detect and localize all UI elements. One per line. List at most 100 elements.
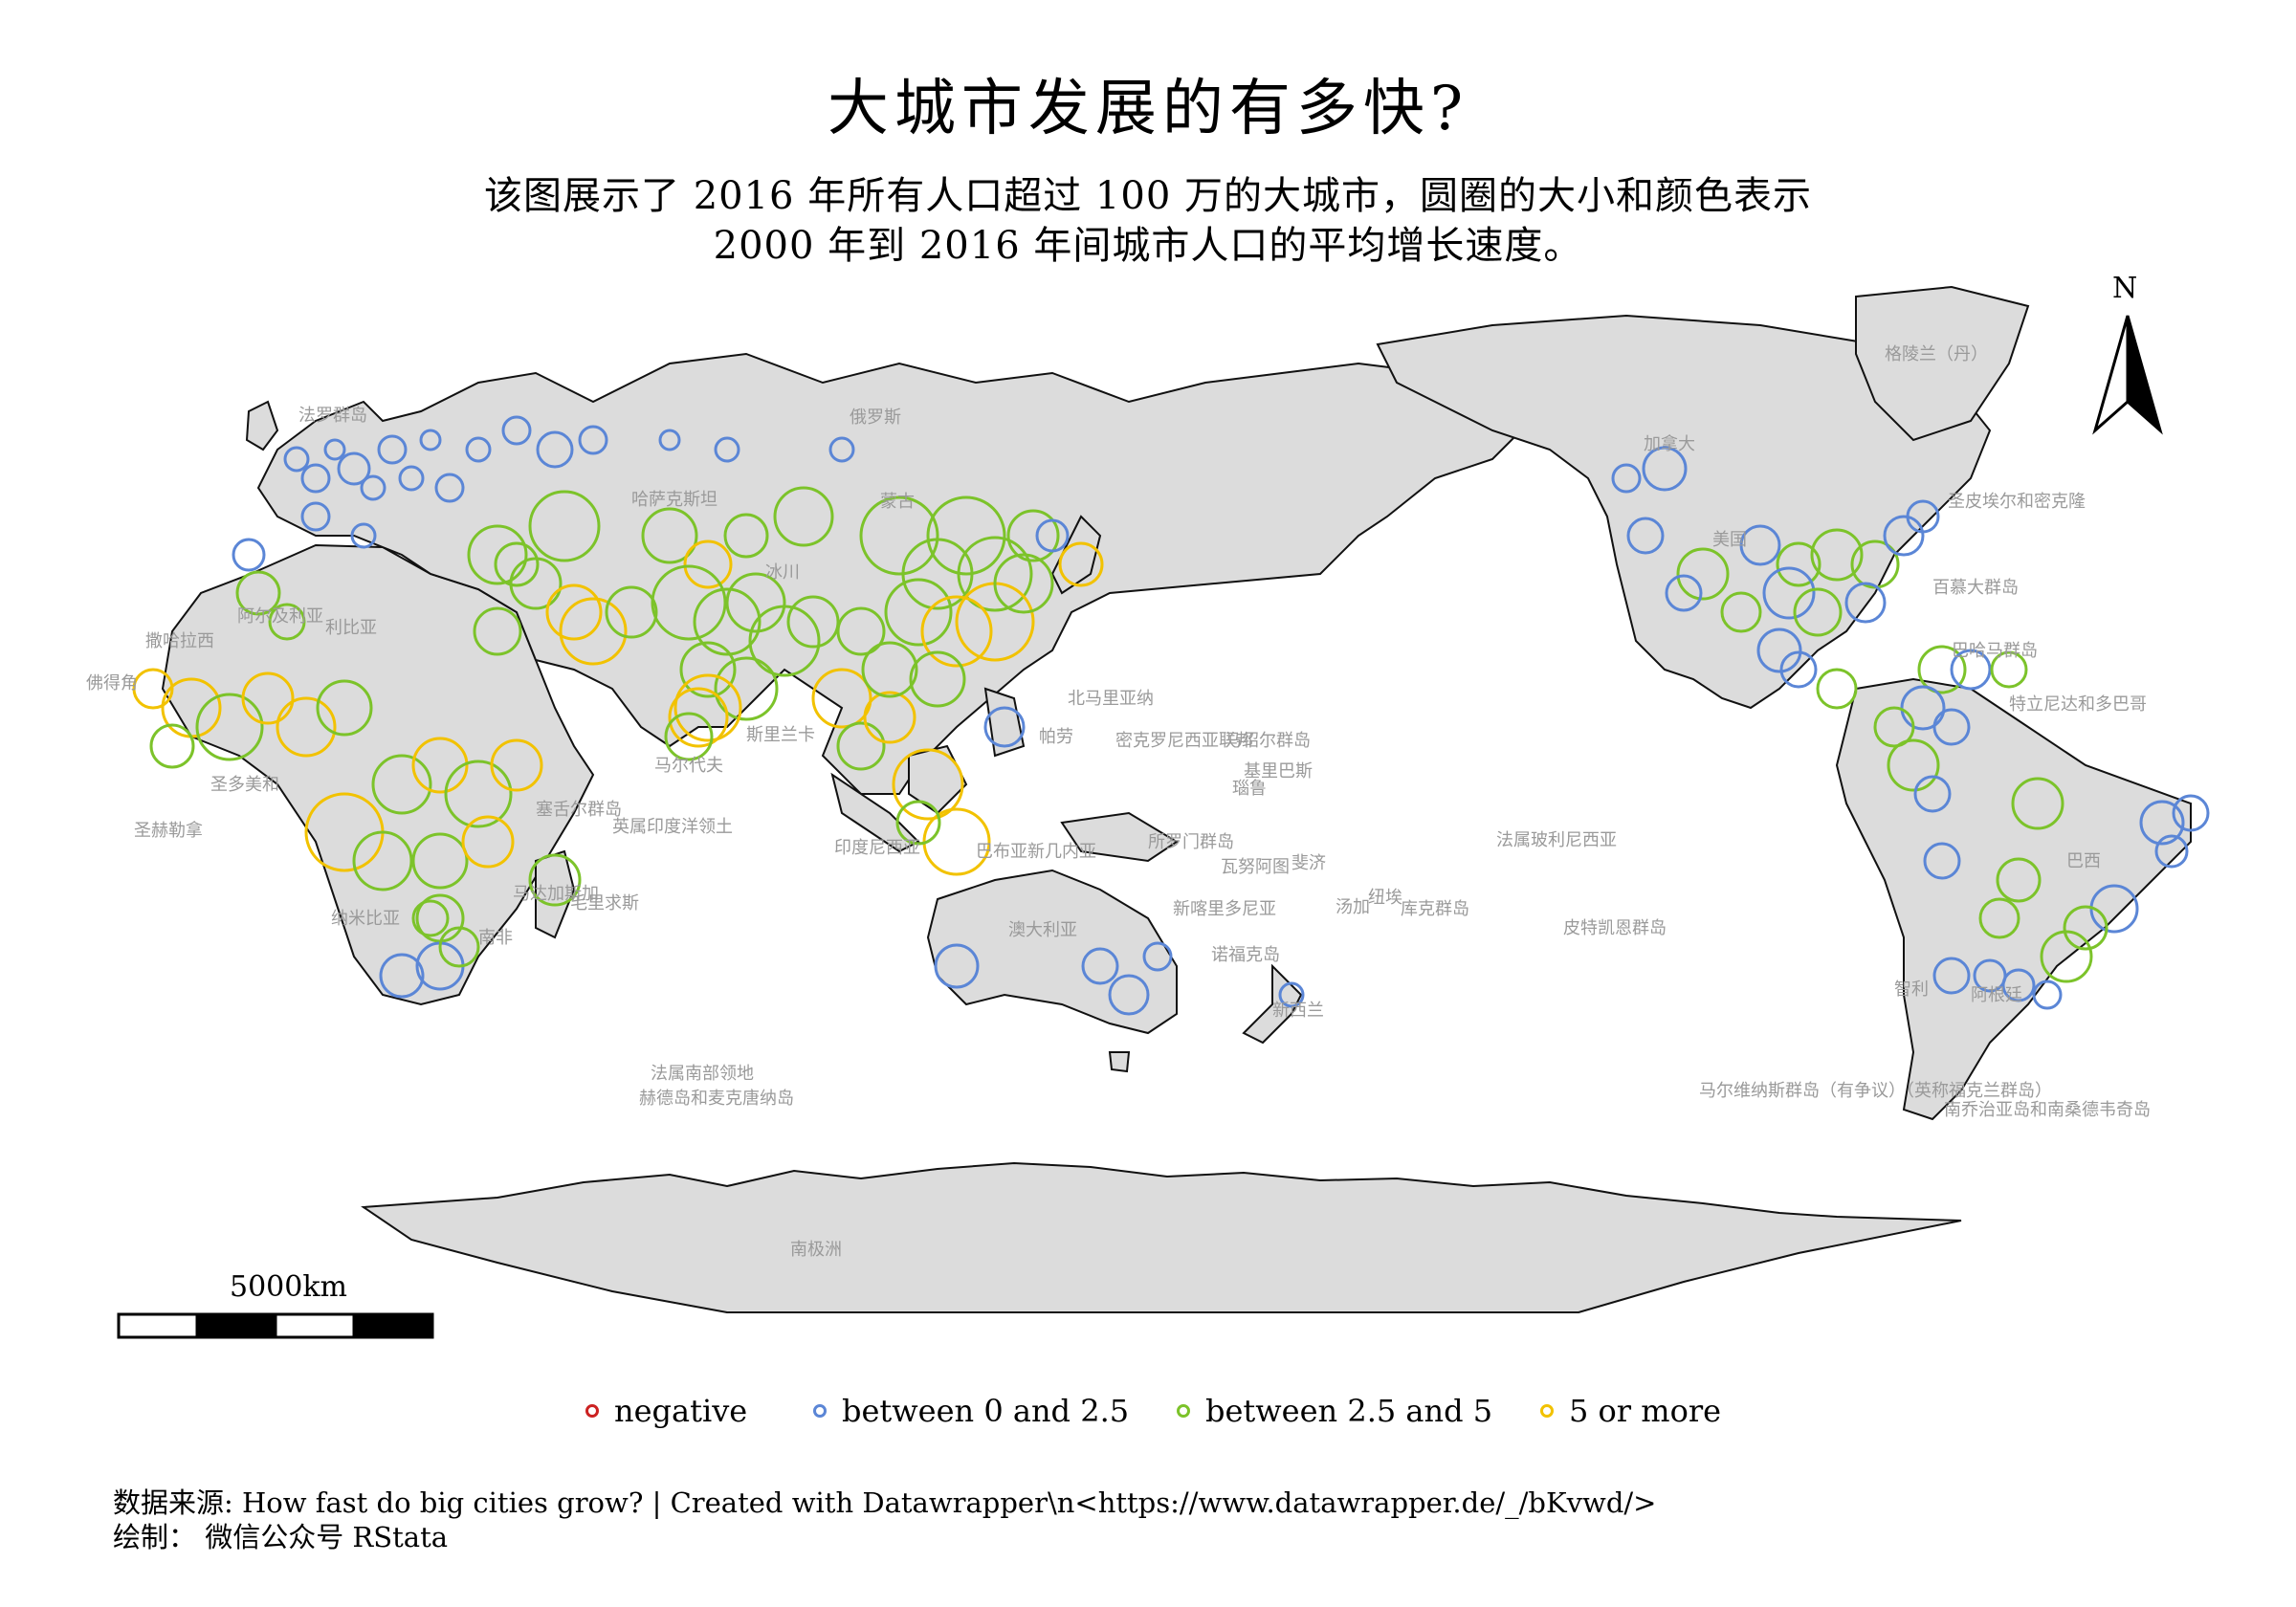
city-marker xyxy=(1278,981,1305,1008)
city-marker xyxy=(337,451,371,486)
source-caption: 数据来源: How fast do big cities grow? | Cre… xyxy=(113,1486,1657,1519)
city-marker xyxy=(1932,957,1971,995)
city-marker xyxy=(1081,947,1119,985)
legend-item-low: between 0 and 2.5 xyxy=(813,1393,1129,1429)
city-marker xyxy=(1932,708,1971,746)
legend-label: negative xyxy=(614,1393,748,1429)
city-marker xyxy=(811,668,872,729)
country-label: 纽埃 xyxy=(1368,888,1402,908)
city-marker xyxy=(1006,509,1060,562)
city-marker xyxy=(859,495,939,576)
city-marker xyxy=(528,853,582,907)
city-marker xyxy=(2139,800,2185,846)
british-isles-landmass xyxy=(245,400,279,451)
country-label: 法属玻利尼西亚 xyxy=(1496,830,1617,850)
city-marker xyxy=(350,522,377,549)
city-marker xyxy=(641,507,698,564)
country-label: 马尔代夫 xyxy=(654,756,723,776)
city-marker xyxy=(1762,566,1816,620)
legend-circle-icon xyxy=(1177,1404,1190,1418)
city-marker xyxy=(693,587,762,656)
city-marker xyxy=(268,603,306,641)
city-marker xyxy=(1779,650,1818,689)
city-marker xyxy=(2040,930,2093,983)
city-marker xyxy=(2032,980,2063,1010)
city-marker xyxy=(1108,974,1150,1016)
legend-circle-icon xyxy=(813,1404,827,1418)
country-label: 南极洲 xyxy=(790,1240,842,1260)
country-label: 俄罗斯 xyxy=(850,407,901,428)
country-label: 澳大利亚 xyxy=(1008,920,1077,940)
north-arrow-icon xyxy=(2092,315,2163,435)
city-marker xyxy=(773,486,834,547)
country-label: 新喀里多尼亚 xyxy=(1173,899,1276,919)
city-marker xyxy=(1810,528,1864,582)
legend-item-mid: between 2.5 and 5 xyxy=(1177,1393,1492,1429)
city-marker xyxy=(2011,777,2064,830)
country-label: 汤加 xyxy=(1336,897,1370,917)
country-label: 印度尼西亚 xyxy=(834,838,920,858)
city-marker xyxy=(465,436,492,463)
city-marker xyxy=(1816,668,1858,710)
city-marker xyxy=(664,712,714,761)
city-marker xyxy=(2154,834,2189,869)
city-marker xyxy=(1142,941,1173,972)
city-marker xyxy=(983,706,1026,748)
city-marker xyxy=(1058,541,1104,587)
legend-label: between 2.5 and 5 xyxy=(1205,1393,1493,1429)
author-caption: 绘制： 微信公众号 RStata xyxy=(113,1521,449,1553)
city-marker xyxy=(1990,650,2028,689)
borneo-landmass xyxy=(908,744,968,815)
city-marker xyxy=(1844,582,1887,624)
city-marker xyxy=(1996,857,2042,903)
legend-circle-icon xyxy=(1540,1404,1554,1418)
city-marker xyxy=(748,605,821,677)
city-marker xyxy=(379,953,425,999)
city-marker xyxy=(377,434,408,465)
country-label: 英属印度洋领土 xyxy=(612,817,733,837)
scale-bar-segment xyxy=(195,1312,277,1339)
sumatra-landmass xyxy=(830,772,920,853)
city-marker xyxy=(398,465,425,492)
country-label: 阿尔及利亚 xyxy=(237,606,323,627)
country-label: 法属南部领地 xyxy=(651,1064,754,1084)
city-marker xyxy=(371,754,432,815)
country-label: 利比亚 xyxy=(325,618,377,638)
country-label: 撒哈拉西 xyxy=(145,631,214,651)
city-marker xyxy=(1883,515,1925,557)
country-label: 南乔治亚岛和南桑德韦奇岛 xyxy=(1944,1100,2151,1120)
country-label: 赫德岛和麦克唐纳岛 xyxy=(639,1089,794,1109)
city-marker xyxy=(1756,627,1802,673)
city-marker xyxy=(1906,499,1940,534)
country-label: 冰川 xyxy=(765,562,800,583)
city-marker xyxy=(993,553,1054,614)
country-label: 库克群岛 xyxy=(1401,899,1469,919)
city-marker xyxy=(467,524,528,585)
city-marker xyxy=(473,606,522,656)
city-marker xyxy=(725,572,786,633)
city-marker xyxy=(490,738,543,792)
legend: negative between 0 and 2.5 between 2.5 a… xyxy=(0,1393,2296,1431)
city-marker xyxy=(494,541,540,587)
city-marker xyxy=(1676,547,1730,601)
country-label: 马尔维纳斯群岛（有争议）（英称福克兰群岛） xyxy=(1699,1081,2052,1101)
country-label: 巴布亚新几内亚 xyxy=(976,842,1096,862)
map-title: 大城市发展的有多快? xyxy=(827,74,1469,144)
city-marker xyxy=(323,438,346,461)
map-subtitle-line1: 该图展示了 2016 年所有人口超过 100 万的大城市，圆圈的大小和颜色表示 xyxy=(483,174,1812,218)
city-marker xyxy=(509,557,563,610)
city-marker xyxy=(723,513,769,559)
country-label: 所罗门群岛 xyxy=(1148,832,1234,852)
country-labels: 法罗群岛 俄罗斯 哈萨克斯坦 蒙古 冰川 利比亚 阿尔及利亚 撒哈拉西 佛得角 … xyxy=(86,344,2151,1260)
city-marker xyxy=(411,832,469,890)
country-label: 法罗群岛 xyxy=(298,406,367,426)
country-label: 诺福克岛 xyxy=(1211,945,1280,965)
legend-item-high: 5 or more xyxy=(1540,1393,1721,1429)
city-marker xyxy=(545,583,603,641)
legend-circle-icon xyxy=(585,1404,599,1418)
country-label: 斯里兰卡 xyxy=(746,725,815,745)
city-marker xyxy=(132,668,174,710)
city-marker xyxy=(1950,649,1992,691)
city-marker xyxy=(411,899,450,937)
